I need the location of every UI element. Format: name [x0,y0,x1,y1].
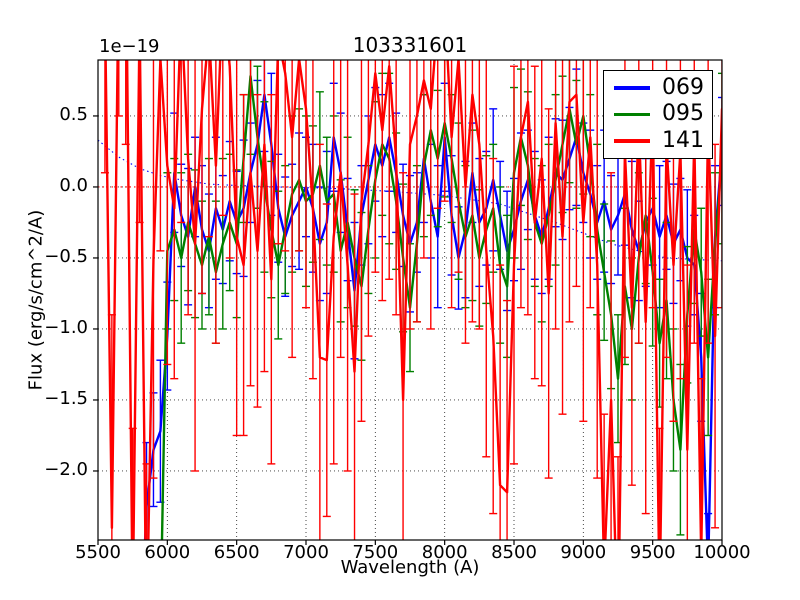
plot-data-layer [98,60,722,540]
tick-marks [93,115,723,545]
legend-label-141: 141 [662,127,704,153]
x-tick-label: 7500 [352,542,399,563]
plot-frame [97,59,723,541]
plot-title: 103331601 [352,33,468,57]
legend-item-141: 141 [614,127,704,153]
series-141-line [104,60,722,540]
x-tick-label: 7000 [283,542,329,563]
y-tick-label: 0.5 [59,103,88,125]
x-tick-label: 6500 [213,542,260,563]
x-tick-label: 6000 [144,542,191,563]
legend-item-095: 095 [614,103,704,125]
y-tick-label: −1.0 [44,316,88,338]
y-axis-offset-label: 1e−19 [99,36,160,57]
series-141 [100,60,722,540]
y-tick-label: −0.5 [44,245,88,267]
legend: 069 095 141 [603,70,713,159]
series-095-line [160,75,722,540]
y-axis-label: Flux (erg/s/cm^2/A) [25,209,47,391]
legend-item-069: 069 [614,77,704,99]
x-tick-label: 9000 [560,542,607,563]
x-tick-label: 8500 [491,542,537,563]
legend-label-069: 069 [662,75,704,101]
legend-line-069-icon [614,86,650,90]
legend-label-095: 095 [662,101,704,127]
x-tick-label: 9500 [629,542,676,563]
x-axis-label: Wavelength (A) [340,557,480,578]
y-tick-label: 0.0 [59,174,88,196]
y-tick-label: −2.0 [44,458,88,480]
legend-line-141-icon [614,139,650,143]
x-tick-label: 5500 [75,542,121,563]
x-tick-label: 10000 [693,542,751,563]
x-tick-label: 8000 [421,542,468,563]
y-tick-label: −1.5 [44,387,88,409]
legend-line-095-icon [614,112,650,117]
